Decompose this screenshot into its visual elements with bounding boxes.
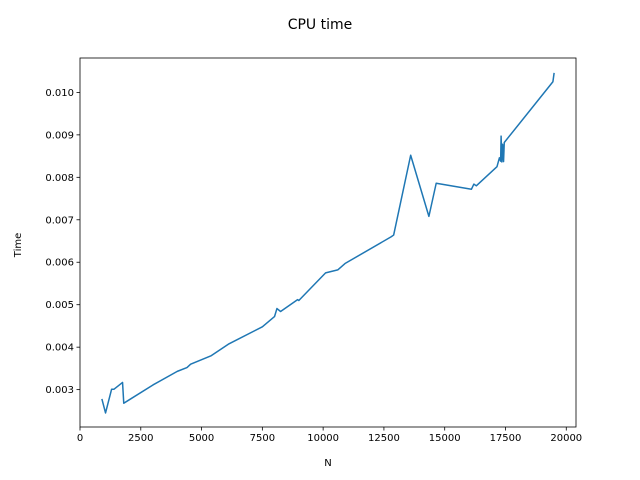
y-axis: 0.003 0.004 0.005 0.006 0.007 0.008 0.009 0.010 xyxy=(45,88,80,396)
x-tick-label: 2500 xyxy=(128,433,153,444)
x-axis: 0 2500 5000 7500 10000 12500 15000 17500 20000 xyxy=(77,427,582,444)
x-tick-label: 0 xyxy=(77,433,83,444)
y-tick-label: 0.010 xyxy=(45,88,74,99)
y-tick-label: 0.004 xyxy=(45,343,74,354)
x-axis-label: N xyxy=(324,458,331,469)
y-tick-label: 0.006 xyxy=(45,258,74,269)
x-tick-label: 20000 xyxy=(550,433,582,444)
x-tick-label: 7500 xyxy=(250,433,275,444)
y-tick-label: 0.008 xyxy=(45,173,74,184)
x-tick-label: 5000 xyxy=(189,433,214,444)
x-tick-label: 12500 xyxy=(368,433,400,444)
series-line-0 xyxy=(101,72,555,414)
y-tick-label: 0.007 xyxy=(45,215,74,226)
x-tick-label: 10000 xyxy=(307,433,339,444)
chart-title: CPU time xyxy=(288,17,353,33)
plot-area xyxy=(79,57,577,428)
plot-frame xyxy=(79,57,577,428)
x-tick-label: 17500 xyxy=(490,433,522,444)
y-tick-label: 0.005 xyxy=(45,300,74,311)
x-tick-label: 15000 xyxy=(429,433,461,444)
y-tick-label: 0.003 xyxy=(45,385,74,396)
y-axis-label: Time xyxy=(13,233,24,258)
y-tick-label: 0.009 xyxy=(45,130,74,141)
